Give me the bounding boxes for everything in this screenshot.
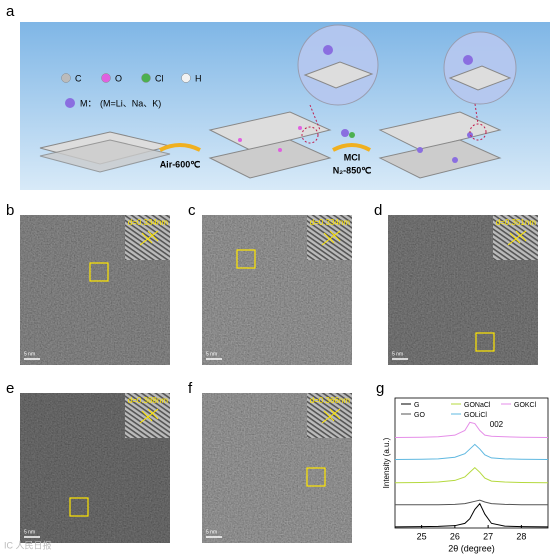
region-box [475, 332, 495, 352]
x-tick-label: 28 [516, 531, 526, 541]
inset-lattice [307, 393, 352, 438]
lattice-marker [321, 408, 341, 424]
panel-label: b [6, 202, 14, 219]
series-line [395, 499, 548, 506]
atom-icon [181, 73, 191, 83]
series-line [394, 443, 549, 461]
inset-lattice [307, 215, 352, 260]
panel-label: c [188, 202, 196, 219]
atom-label: C [75, 73, 82, 83]
watermark: IC 人民日报 [4, 539, 52, 550]
metal-note: (M=Li、Na、K) [100, 98, 161, 108]
lattice-marker [321, 230, 341, 246]
metal-label: M： [80, 98, 97, 108]
panel-label: a [6, 3, 15, 20]
d-spacing: d=0.366nm [310, 396, 351, 405]
panel-label: d [374, 202, 382, 219]
panel-label: g [376, 380, 384, 397]
atom-label: Cl [155, 73, 164, 83]
scale-bar-label: 5 nm [24, 351, 35, 357]
lattice-marker [139, 408, 159, 424]
atom-legend: C O Cl H [61, 73, 202, 83]
inset-lattice [125, 393, 170, 438]
legend-label: GO [414, 412, 425, 419]
atom-icon [141, 73, 151, 83]
tem-panels: b d=0.334nm 5 nm c d=0.334nm 5 nm d d=0.351nm 5 … [6, 202, 538, 543]
x-tick-label: 27 [483, 531, 493, 541]
atom-icon [101, 73, 111, 83]
graphene-stack [39, 24, 517, 179]
d-spacing: d=0.351nm [496, 218, 537, 227]
scale-bar-label: 5 nm [206, 529, 217, 535]
metal-atom-icon [65, 98, 75, 108]
d-spacing: d=0.334nm [128, 218, 169, 227]
lattice-marker [507, 230, 527, 246]
panel-label: e [6, 380, 14, 397]
legend-label: GOKCl [514, 402, 537, 409]
region-box [236, 249, 256, 269]
plot-frame [394, 397, 549, 529]
scale-bar-label: 5 nm [206, 351, 217, 357]
inset-lattice [493, 215, 538, 260]
atom-icon [61, 73, 71, 83]
step1-label: Air-600℃ [160, 159, 201, 169]
x-axis-label: 2θ (degree) [448, 543, 495, 553]
scale-bar-label: 5 nm [392, 351, 403, 357]
d-spacing: d=0.334nm [310, 218, 351, 227]
x-tick-label: 26 [450, 531, 460, 541]
series-line [394, 502, 549, 528]
region-box [69, 497, 89, 517]
atom-label: O [115, 73, 122, 83]
scale-bar-label: 5 nm [24, 529, 35, 535]
x-tick-label: 25 [417, 531, 427, 541]
legend-label: GONaCl [464, 402, 491, 409]
region-box [89, 262, 109, 282]
xrd-chart: g 25 26 27 28 2θ (degree) Intensity (a.u.) G GO G… [376, 380, 549, 553]
series-line [394, 466, 549, 484]
step2-bottom-label: N₂-850℃ [333, 165, 372, 175]
region-box [306, 467, 326, 487]
legend-label: G [414, 402, 419, 409]
peak-annotation: 002 [490, 420, 504, 429]
y-axis-label: Intensity (a.u.) [382, 437, 391, 488]
lattice-marker [139, 230, 159, 246]
d-spacing: d=0.388nm [128, 396, 169, 405]
step2-top-label: MCl [344, 152, 361, 162]
panel-label: f [188, 380, 193, 397]
series-line [394, 421, 549, 438]
atom-label: H [195, 73, 202, 83]
legend-label: GOLiCl [464, 412, 487, 419]
inset-lattice [125, 215, 170, 260]
